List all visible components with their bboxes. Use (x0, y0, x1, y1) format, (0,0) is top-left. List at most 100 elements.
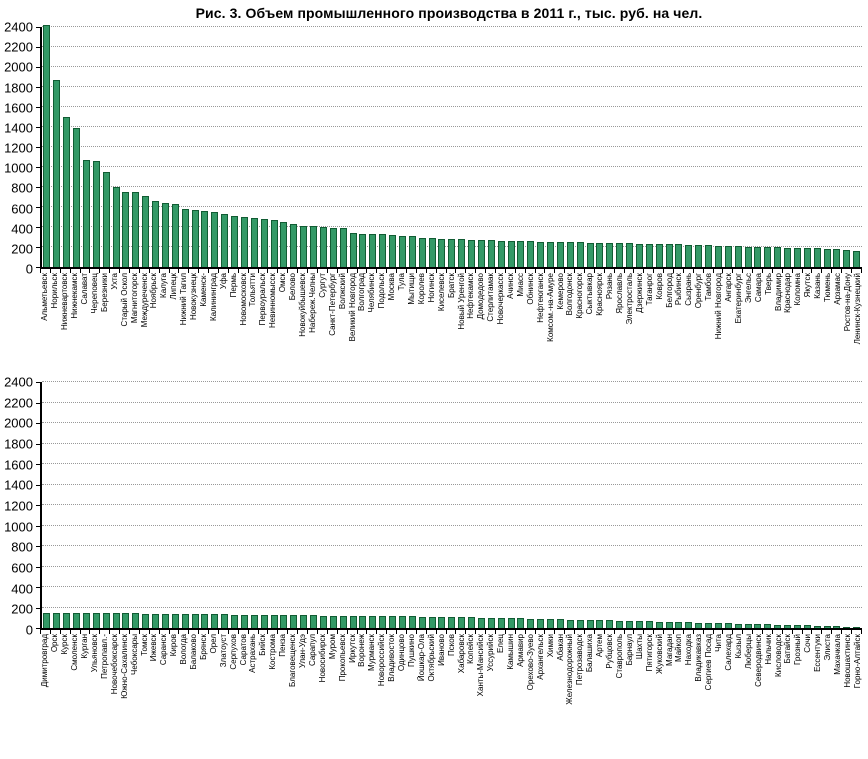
gridline (42, 565, 862, 567)
x-tick (781, 630, 792, 634)
x-label: Ханты-Мансийск (476, 634, 486, 697)
bar-slot (111, 27, 121, 267)
x-label-slot: Пятигорск (644, 634, 654, 759)
x-label-slot: Миасс (516, 273, 526, 382)
bar-slot (101, 382, 111, 628)
y-axis-label: 600 (11, 201, 33, 216)
x-label-slot: Бийск (258, 634, 268, 759)
bar-slot (131, 382, 141, 628)
x-label: Орехово-Зуево (525, 634, 535, 691)
x-label-slot: Магнитогорск (129, 273, 139, 382)
y-tick (36, 382, 40, 383)
x-label: Сочи (803, 634, 813, 653)
bar (793, 247, 801, 267)
bar-slot (793, 27, 803, 267)
x-tick (801, 630, 812, 634)
x-label: Муром (327, 634, 337, 660)
y-tick (36, 587, 40, 589)
bar-slot (348, 382, 358, 628)
x-tick (712, 630, 723, 634)
x-label-slot: Серпухов (228, 634, 238, 759)
x-label: Междуреченск (139, 273, 149, 328)
x-tick (257, 269, 268, 273)
bar-slot (190, 27, 200, 267)
x-tick (89, 630, 99, 634)
y-tick (36, 546, 40, 548)
x-label-slot: Ессентуки (813, 634, 823, 759)
bar-slot (654, 27, 664, 267)
gridline (42, 226, 862, 228)
bar (754, 624, 762, 628)
bar-slot (575, 27, 585, 267)
x-tick (791, 630, 802, 634)
bar-slot (793, 382, 803, 628)
bar (655, 244, 663, 267)
x-label-slot: Оренбург (694, 273, 704, 382)
y-tick (36, 607, 40, 609)
x-label: Киселевск (436, 273, 446, 312)
bar (547, 619, 555, 628)
x-label: Рубцовск (605, 634, 615, 669)
x-label: Артем (595, 634, 605, 658)
x-label-slot: Новокуйбышевск (298, 273, 308, 382)
chart-title: Рис. 3. Объем промышленного производства… (195, 5, 703, 21)
bar (260, 218, 268, 267)
x-tick (455, 269, 465, 273)
x-tick (514, 269, 525, 273)
x-label-slot: Нальчик (763, 634, 773, 759)
x-tick (771, 630, 782, 634)
x-label: Электросталь (624, 273, 634, 325)
bar-slot (595, 382, 605, 628)
x-label: Мытищи (406, 273, 416, 305)
x-label: Братск (446, 273, 456, 299)
x-label: Киров (169, 634, 179, 657)
x-label-slot: Северодвинск (753, 634, 763, 759)
bar (784, 624, 792, 628)
bar-slot (733, 382, 743, 628)
bar-slot (605, 382, 615, 628)
x-tick (475, 269, 485, 273)
x-label: Уфа (218, 273, 228, 290)
x-tick (148, 269, 159, 273)
bar-slot (259, 27, 269, 267)
x-label-slot: Прокопьевск (337, 634, 347, 759)
x-label-slot: Шахты (634, 634, 644, 759)
x-axis-labels: Димитровград Орск Курск Смоленск Курган Ульян… (40, 634, 862, 759)
y-tick (36, 27, 40, 28)
x-label-slot: Арзамас (833, 273, 843, 382)
bar (438, 616, 446, 628)
x-label: Томск (139, 634, 149, 656)
bar-slot (141, 27, 151, 267)
x-label-slot: Нижний Новгород (714, 273, 724, 382)
x-tick (79, 630, 90, 634)
bar-slot (832, 382, 842, 628)
bar-slot (328, 27, 338, 267)
bar (695, 244, 703, 267)
bar-slot (151, 382, 161, 628)
x-tick (455, 630, 465, 634)
bar (843, 626, 851, 628)
x-label: Королев (416, 273, 426, 305)
bar-slot (358, 27, 368, 267)
x-tick (722, 269, 732, 273)
bar-slot (457, 27, 467, 267)
x-label-slot: Люберцы (743, 634, 753, 759)
x-label-slot: Абакан (555, 634, 565, 759)
bar (803, 247, 811, 267)
x-label: Тольятти (248, 273, 258, 307)
bar-slot (249, 27, 259, 267)
y-axis-label: 2000 (4, 59, 33, 75)
x-label: Ангарск (723, 273, 733, 302)
bar (527, 241, 535, 267)
x-label-slot: Барнаул (624, 634, 634, 759)
x-label: Вологда (179, 634, 189, 665)
bar-slot (388, 382, 398, 628)
x-tick (623, 630, 634, 634)
x-tick (326, 630, 337, 634)
x-label-slot: Санкт-Петербург (327, 273, 337, 382)
x-label-slot: Ижевск (149, 634, 159, 759)
bar (468, 239, 476, 267)
chart-row: 0 200 400 600 800 1000 1200 1400 1600 1800 2000 220… (0, 21, 868, 276)
x-label-slot: Домодедово (476, 273, 486, 382)
x-tick (841, 269, 851, 273)
